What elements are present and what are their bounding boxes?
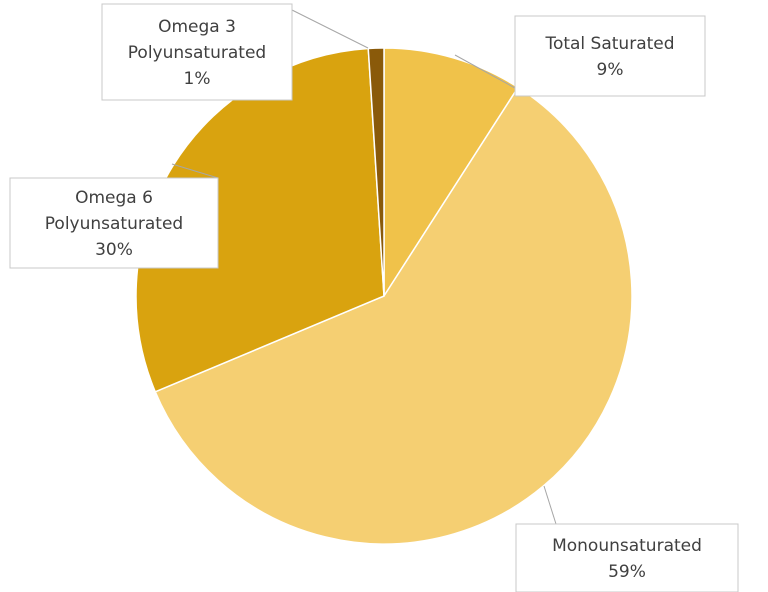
leader-line-total-saturated <box>454 54 516 89</box>
data-label-category: Omega 3 <box>158 17 236 37</box>
data-label-value: 59% <box>608 562 646 582</box>
pie-slices <box>135 47 633 545</box>
data-label-value: 30% <box>95 240 133 260</box>
pie-slice-omega-6-polyunsaturated <box>135 47 385 393</box>
data-label-omega-6-polyunsaturated: Omega 6 Polyunsaturated 30% <box>9 177 219 269</box>
pie-slice-total-saturated <box>383 47 520 299</box>
data-label-category: Monounsaturated <box>552 536 702 556</box>
data-label-category: Polyunsaturated <box>128 43 266 63</box>
leader-line-omega-3-polyunsaturated <box>291 9 369 49</box>
callout-labels: Total Saturated 9% Monounsaturated 59% Omega… <box>9 3 739 592</box>
callout-leader-lines <box>171 9 557 525</box>
data-label-category: Total Saturated <box>544 34 674 54</box>
leader-line-omega-6-polyunsaturated <box>171 163 219 179</box>
data-label-box <box>514 15 706 97</box>
leader-line-monounsaturated <box>543 485 557 525</box>
data-label-category: Polyunsaturated <box>45 214 183 234</box>
data-label-total-saturated: Total Saturated 9% <box>514 15 706 97</box>
data-label-box <box>515 523 739 592</box>
data-label-box <box>101 3 293 101</box>
pie-slice-monounsaturated <box>154 86 633 545</box>
data-label-monounsaturated: Monounsaturated 59% <box>515 523 739 592</box>
data-label-omega-3-polyunsaturated: Omega 3 Polyunsaturated 1% <box>101 3 293 101</box>
pie-slice-omega-3-polyunsaturated <box>367 47 385 297</box>
data-label-box <box>9 177 219 269</box>
data-label-value: 9% <box>597 60 624 80</box>
data-label-category: Omega 6 <box>75 188 153 208</box>
data-label-value: 1% <box>184 69 211 89</box>
